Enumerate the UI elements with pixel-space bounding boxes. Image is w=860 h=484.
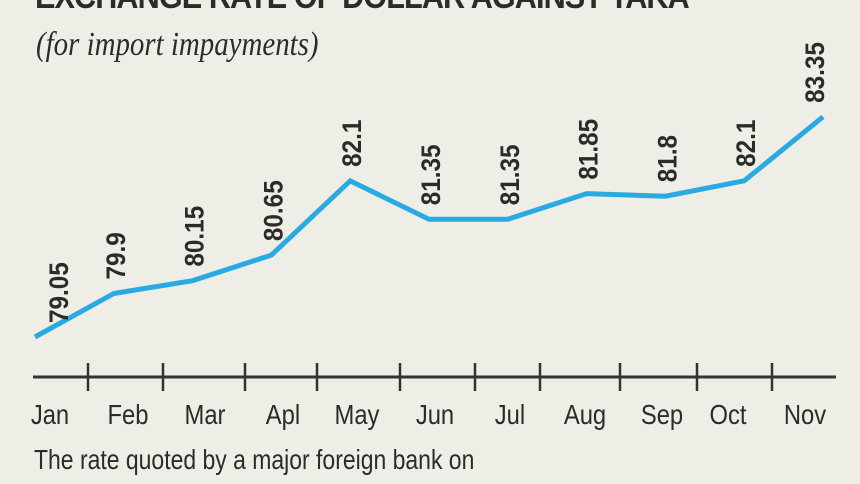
- data-label: 80.15: [180, 206, 209, 267]
- x-tick-label: May: [335, 398, 380, 430]
- data-label: 81.35: [496, 144, 525, 205]
- data-label: 82.1: [338, 120, 367, 167]
- x-tick-label: Jun: [416, 398, 454, 430]
- chart-title: EXCHANGE RATE OF DOLLAR AGAINST TAKA: [35, 0, 690, 17]
- x-tick-label: Oct: [709, 398, 747, 430]
- x-tick-label: Jan: [31, 398, 69, 430]
- data-label: 79.9: [102, 232, 131, 279]
- x-tick-label: Nov: [784, 398, 826, 430]
- data-label: 80.65: [259, 180, 288, 241]
- footnote: The rate quoted by a major foreign bank …: [34, 444, 475, 475]
- data-label: 83.35: [801, 42, 830, 103]
- data-label: 81.8: [653, 135, 682, 182]
- chart-subtitle: (for import impayments): [36, 26, 319, 63]
- x-tick-label: Mar: [185, 398, 226, 430]
- x-tick-label: Apl: [266, 398, 300, 430]
- data-label: 79.05: [45, 262, 74, 323]
- x-tick-label: Sep: [641, 398, 683, 430]
- data-label: 82.1: [732, 120, 761, 167]
- x-tick-label: Feb: [108, 398, 149, 430]
- data-label: 81.35: [417, 144, 446, 205]
- x-tick-label: Aug: [564, 398, 606, 430]
- data-label: 81.85: [574, 119, 603, 180]
- x-tick-label: Jul: [495, 398, 525, 430]
